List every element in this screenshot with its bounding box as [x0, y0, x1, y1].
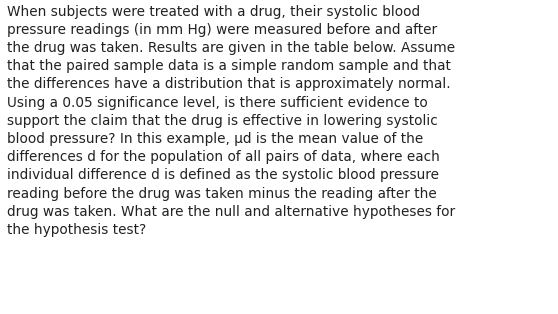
Text: When subjects were treated with a drug, their systolic blood
pressure readings (: When subjects were treated with a drug, … [7, 5, 455, 237]
